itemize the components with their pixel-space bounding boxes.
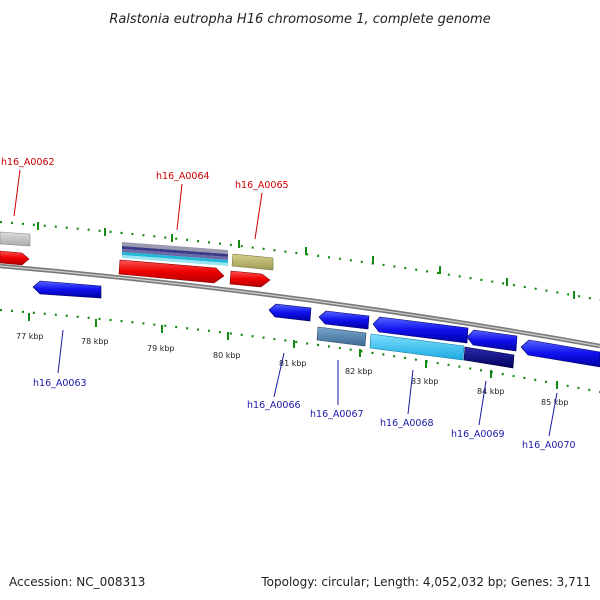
gene-label-h16-a0066[interactable]: h16_A0066: [247, 400, 301, 411]
feature-bar[interactable]: [122, 242, 228, 254]
gene-label-h16-a0068[interactable]: h16_A0068: [380, 418, 434, 429]
gene-arrow-h16-a0070[interactable]: [520, 339, 600, 368]
gene-label-h16-a0065[interactable]: h16_A0065: [235, 180, 289, 191]
gene-label-h16-a0063[interactable]: h16_A0063: [33, 378, 87, 389]
gene-arrow-h16-a0063[interactable]: [32, 280, 102, 299]
bottom-gene-labels: h16_A0063 h16_A0066 h16_A0067 h16_A0068 …: [33, 329, 576, 451]
scale-label: 78 kbp: [81, 337, 109, 346]
scale-label: 81 kbp: [279, 359, 307, 368]
scale-label: 80 kbp: [213, 351, 241, 360]
feature-bar[interactable]: [122, 252, 228, 263]
scale-label: 82 kbp: [345, 367, 373, 376]
feature-bar[interactable]: [231, 253, 274, 271]
accession-text: Accession: NC_008313: [9, 575, 145, 589]
gene-label-h16-a0067[interactable]: h16_A0067: [310, 409, 364, 420]
genome-summary-text: Topology: circular; Length: 4,052,032 bp…: [260, 575, 591, 589]
gene-arrow-h16-a0069[interactable]: [466, 329, 518, 352]
gene-arrow-h16-a0068[interactable]: [372, 316, 469, 344]
scale-label: 79 kbp: [147, 344, 175, 353]
scale-label: 84 kbp: [477, 387, 505, 396]
lower-scale-track: [0, 308, 600, 394]
top-strand-features: [0, 231, 274, 288]
upper-scale-track: [0, 220, 600, 302]
gene-label-h16-a0070[interactable]: h16_A0070: [522, 440, 576, 451]
feature-bar[interactable]: [122, 255, 228, 266]
gene-label-h16-a0069[interactable]: h16_A0069: [451, 429, 505, 440]
gene-arrow-h16-a0067[interactable]: [318, 310, 370, 330]
chromosome-backbone: [0, 263, 600, 349]
feature-bar[interactable]: [0, 231, 31, 247]
feature-bar[interactable]: [369, 333, 465, 361]
top-gene-labels: h16_A0062 h16_A0064 h16_A0065: [1, 157, 289, 240]
bottom-strand-features: [32, 280, 600, 369]
gene-arrow-h16-a0064[interactable]: [118, 259, 225, 284]
gene-arrow-h16-a0066[interactable]: [268, 303, 312, 322]
feature-bar[interactable]: [122, 249, 228, 260]
scale-label: 83 kbp: [411, 377, 439, 386]
gene-label-h16-a0064[interactable]: h16_A0064: [156, 171, 210, 182]
feature-bar[interactable]: [122, 246, 228, 257]
feature-bar[interactable]: [316, 326, 367, 347]
gene-arrow-h16-a0065[interactable]: [229, 270, 271, 288]
map-title: Ralstonia eutropha H16 chromosome 1, com…: [109, 12, 490, 27]
feature-bar[interactable]: [463, 346, 515, 369]
gene-arrow[interactable]: [0, 250, 30, 266]
scale-label: 77 kbp: [16, 332, 44, 341]
gene-label-h16-a0062[interactable]: h16_A0062: [1, 157, 55, 168]
